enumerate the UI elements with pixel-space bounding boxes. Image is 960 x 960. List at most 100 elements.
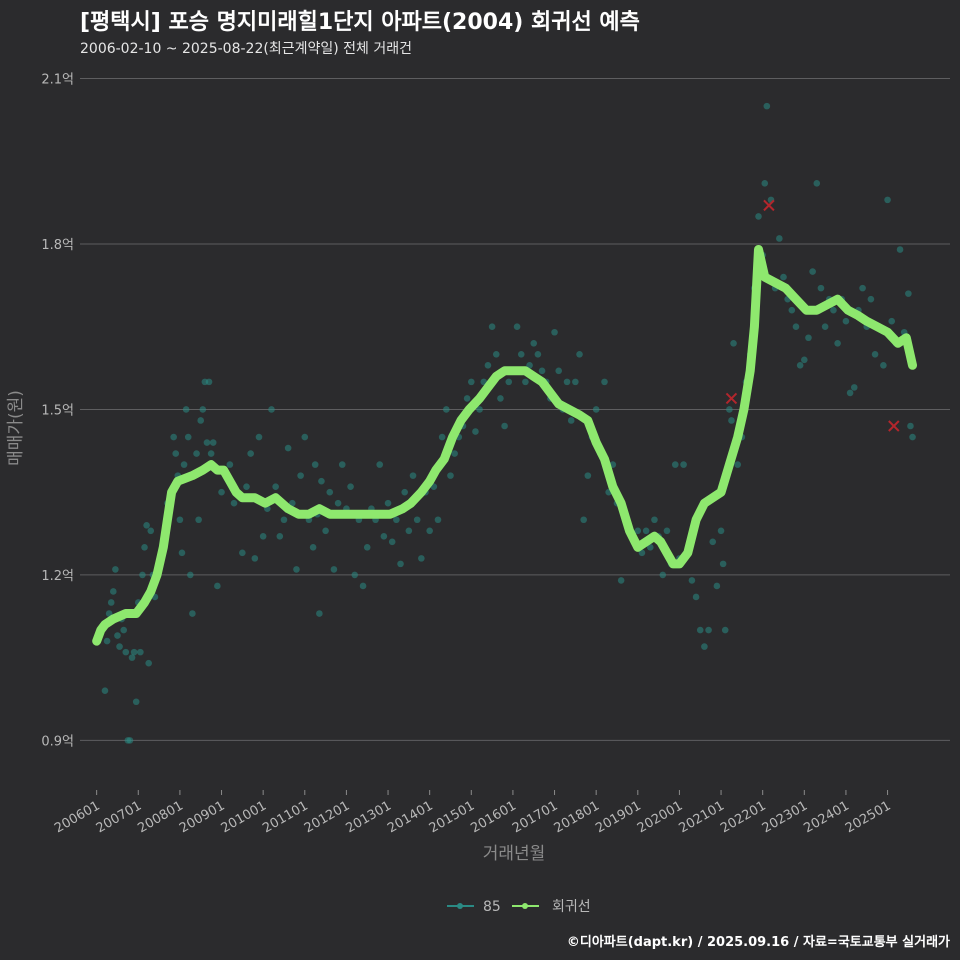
data-point [888,317,896,325]
data-point [763,102,771,110]
data-point [434,516,442,524]
data-point [859,284,866,292]
data-point [139,571,146,579]
data-point [867,295,875,303]
data-point [680,461,687,468]
data-point [592,406,600,413]
data-point [137,648,144,656]
data-point [184,433,192,441]
data-point [122,648,130,656]
data-point [884,196,891,204]
data-point [805,334,812,342]
y-tick-label: 1.8억 [41,238,74,253]
data-point [110,588,117,595]
data-point [393,516,400,524]
data-point [284,444,292,452]
data-point [226,461,234,468]
data-point [761,180,769,187]
x-tick-label: 200901 [177,798,227,836]
data-point [517,351,525,358]
regression-line-path [92,245,917,646]
data-point [197,417,205,424]
data-point [347,483,354,490]
data-point [293,566,300,573]
data-point [272,483,279,490]
x-tick-label: 200601 [52,798,102,836]
y-tick-label: 1.2억 [41,569,74,584]
legend-item-85[interactable]: 85 [447,899,501,915]
data-point [692,593,700,601]
data-point [280,516,288,524]
x-tick-label: 201101 [260,798,310,836]
x-tick-label: 201301 [344,798,394,836]
x-tick-label: 202101 [677,798,727,836]
x-axis-title: 거래년월 [483,844,546,864]
data-point [147,527,155,535]
legend-swatch-regression-dot [522,903,528,909]
data-point [821,323,829,331]
data-point [705,626,712,634]
data-point [126,737,134,744]
regression-line [92,245,917,646]
data-point [105,610,113,617]
data-point [176,516,184,524]
data-point [567,417,575,424]
data-point [195,516,202,524]
y-tick-label: 1.5억 [41,403,74,418]
data-point [526,362,533,369]
data-point [580,516,587,524]
data-point [713,582,721,590]
data-point [205,378,213,386]
data-point [555,367,563,375]
footer-credit: ©디아파트(dapt.kr) / 2025.09.16 / 자료=국토교통부 실… [566,935,950,950]
data-point [243,483,250,490]
data-point [128,654,136,661]
chart-title: [평택시] 포승 명지미래힐1단지 아파트(2004) 회귀선 예측 [80,10,640,35]
data-point [309,544,317,551]
x-tick-label: 201801 [552,798,602,836]
data-point [443,406,450,413]
data-point [497,395,504,402]
data-point [330,566,338,573]
data-point [717,527,725,535]
data-point [576,351,583,358]
data-point [880,362,887,369]
data-point [405,527,413,535]
data-point [193,450,200,457]
data-point [584,472,592,479]
data-point [426,527,433,535]
data-point [534,351,542,358]
data-point [830,306,837,314]
data-point [418,555,425,562]
x-tick-label: 202501 [843,798,893,836]
data-point [397,560,404,568]
data-point [103,637,111,645]
data-point [132,698,140,706]
data-point [905,290,912,297]
highlight-x-marker [888,420,900,432]
data-point [719,560,727,568]
data-point [896,246,904,253]
data-point [909,433,916,441]
x-tick-label: 201501 [427,798,477,836]
legend-item-regression[interactable]: 회귀선 [512,899,591,915]
data-point [734,461,742,468]
x-tick-label: 201201 [302,798,352,836]
x-tick-label: 202001 [635,798,685,836]
data-point [276,533,284,540]
data-point [209,439,217,446]
data-point [634,527,642,535]
y-axis-title: 매매가(원) [6,390,26,466]
data-point [728,417,735,424]
data-point [488,323,496,331]
x-tick-label: 202301 [760,798,810,836]
data-point [130,648,138,656]
data-point [239,549,246,557]
data-point [107,599,115,606]
data-point [671,461,679,468]
data-point [726,406,733,413]
grid [80,78,950,741]
data-point [311,461,319,468]
highlight-x-marker [725,392,738,405]
